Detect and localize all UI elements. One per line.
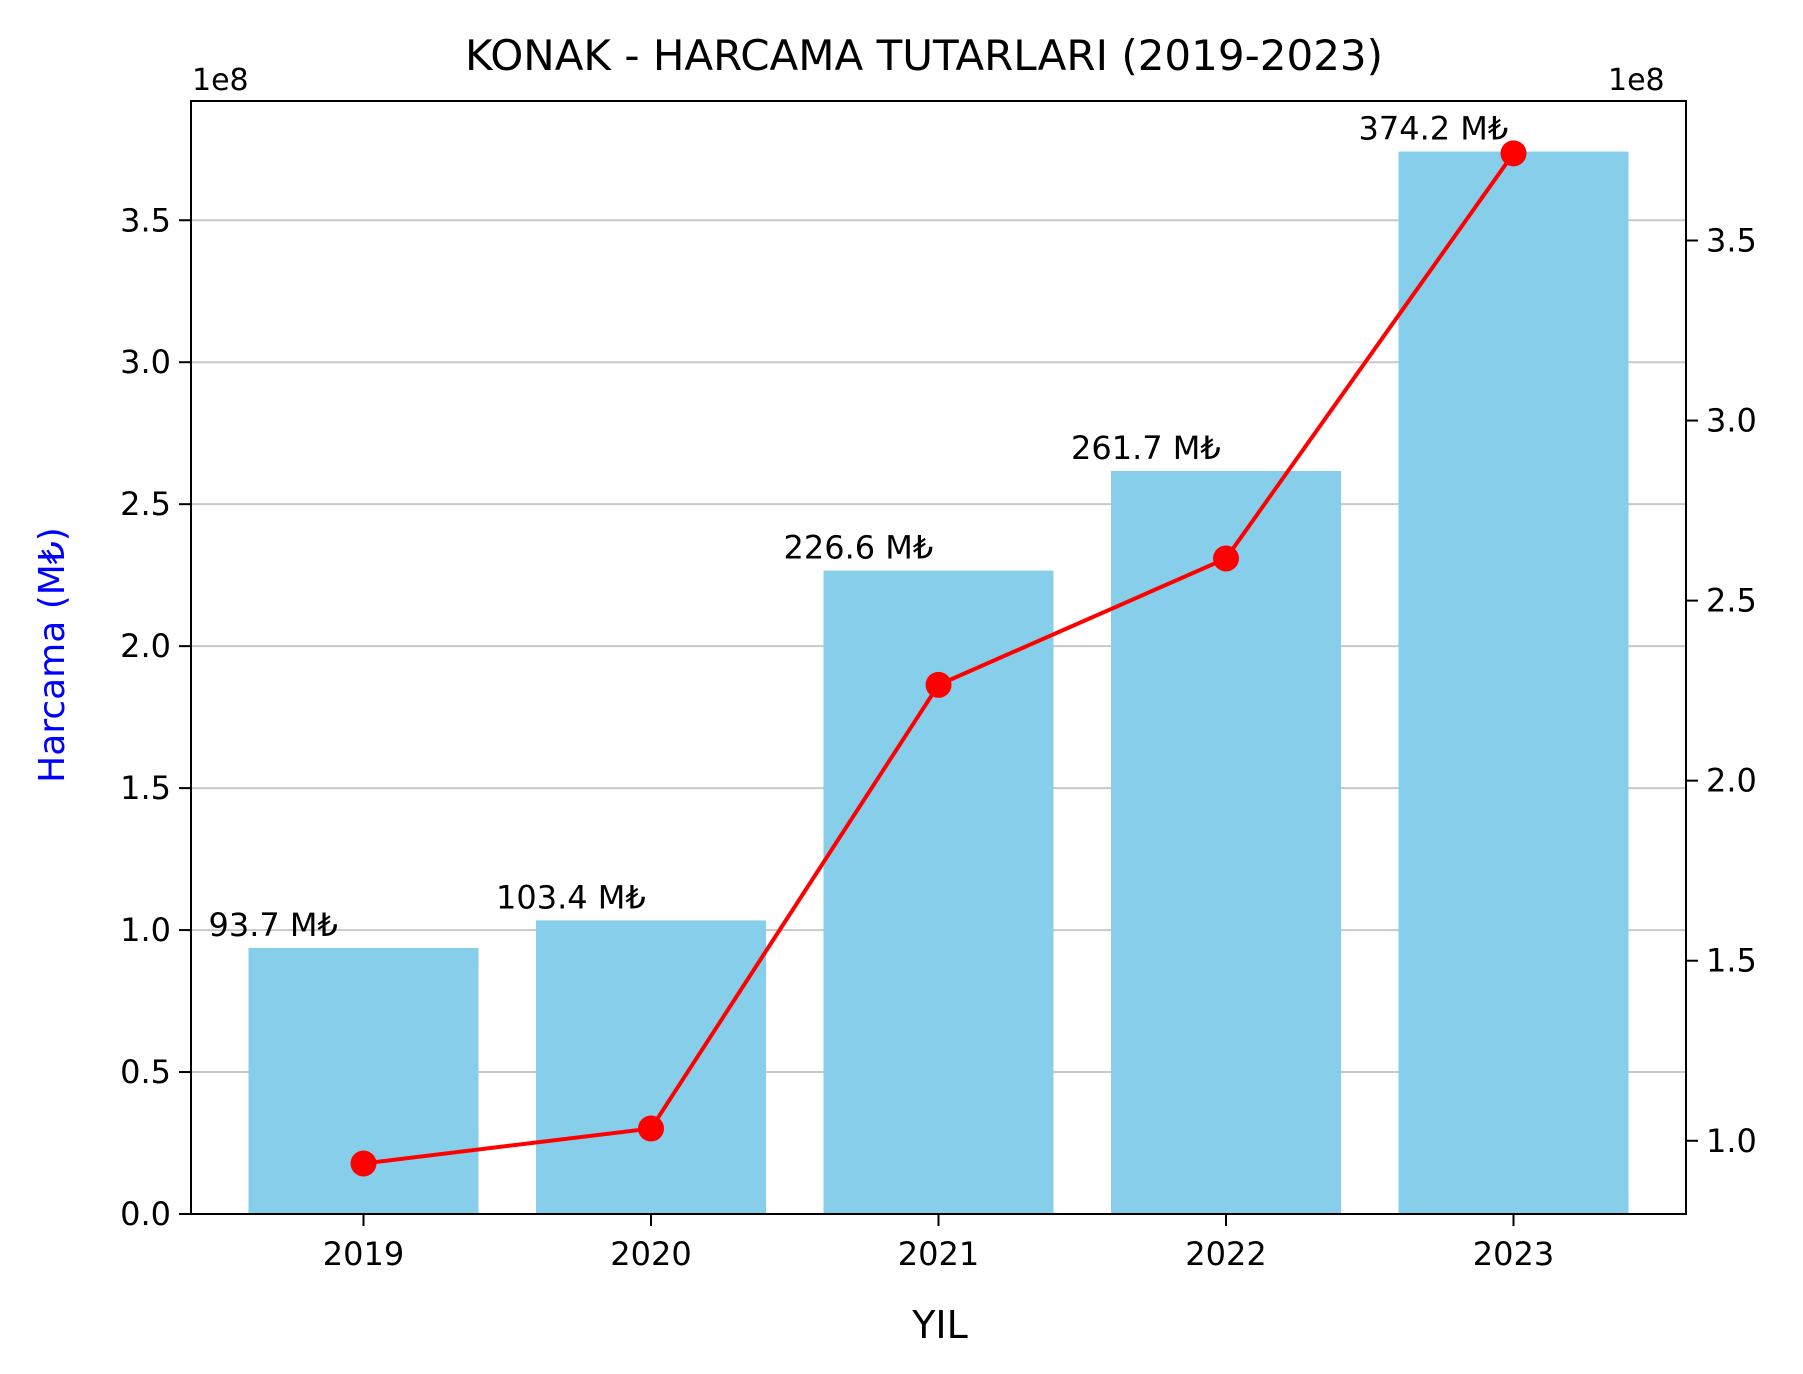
right-tick-label: 1.0 bbox=[1706, 1122, 1757, 1160]
line-series bbox=[350, 140, 1527, 1177]
line-point bbox=[638, 1115, 664, 1142]
bar-value-label: 103.4 M₺ bbox=[496, 878, 646, 916]
x-tick-label: 2020 bbox=[610, 1235, 691, 1273]
left-y-axis: 0.0 0.5 1.0 1.5 2.0 2.5 3.0 3.5 bbox=[120, 201, 191, 1233]
right-tick-label: 2.5 bbox=[1706, 582, 1757, 620]
left-tick-label: 1.5 bbox=[120, 769, 171, 807]
left-tick-label: 0.0 bbox=[120, 1195, 171, 1233]
left-tick-label: 0.5 bbox=[120, 1053, 171, 1091]
y-axis-label: Harcama (M₺) bbox=[32, 527, 73, 783]
right-y-axis: 1.0 1.5 2.0 2.5 3.0 3.5 bbox=[1686, 221, 1757, 1160]
x-tick-label: 2023 bbox=[1473, 1235, 1554, 1273]
bar-value-label: 226.6 M₺ bbox=[784, 529, 934, 567]
bar bbox=[823, 570, 1054, 1214]
x-tick-label: 2021 bbox=[898, 1235, 979, 1273]
bar bbox=[1398, 151, 1629, 1214]
chart-title: KONAK - HARCAMA TUTARLARI (2019-2023) bbox=[465, 31, 1383, 80]
left-tick-label: 3.0 bbox=[120, 343, 171, 381]
right-tick-label: 3.5 bbox=[1706, 221, 1757, 259]
line-point bbox=[1213, 545, 1239, 572]
bar-value-label: 261.7 M₺ bbox=[1071, 429, 1221, 467]
bar-value-label: 374.2 M₺ bbox=[1359, 110, 1509, 148]
left-tick-label: 1.0 bbox=[120, 911, 171, 949]
bar-value-labels: 93.7 M₺ 103.4 M₺ 226.6 M₺ 261.7 M₺ 374.2 M₺ bbox=[209, 110, 1509, 944]
left-tick-label: 2.0 bbox=[120, 627, 171, 665]
bars bbox=[248, 151, 1629, 1214]
bar bbox=[1111, 470, 1341, 1214]
left-tick-label: 3.5 bbox=[120, 201, 171, 239]
x-tick-label: 2019 bbox=[323, 1235, 404, 1273]
right-tick-label: 2.0 bbox=[1706, 762, 1757, 800]
bar-value-label: 93.7 M₺ bbox=[209, 906, 338, 944]
bar bbox=[536, 920, 766, 1214]
left-axis-offset-label: 1e8 bbox=[192, 63, 249, 98]
right-axis-offset-label: 1e8 bbox=[1608, 63, 1665, 98]
x-axis-label: YIL bbox=[911, 1303, 968, 1347]
right-tick-label: 1.5 bbox=[1706, 942, 1757, 980]
right-tick-label: 3.0 bbox=[1706, 402, 1757, 440]
x-axis: 2019 2020 2021 2022 2023 bbox=[323, 1214, 1554, 1273]
left-tick-label: 2.5 bbox=[120, 485, 171, 523]
line-point bbox=[1500, 140, 1527, 167]
line-point bbox=[350, 1150, 377, 1177]
line-point bbox=[925, 671, 952, 698]
x-tick-label: 2022 bbox=[1185, 1235, 1266, 1273]
